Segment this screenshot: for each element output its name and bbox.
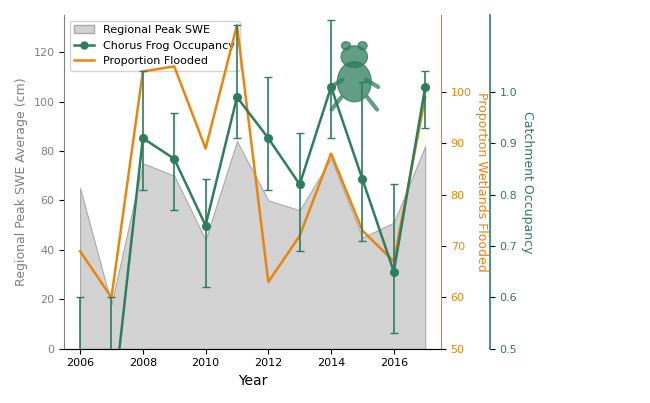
Circle shape (341, 42, 350, 50)
Ellipse shape (337, 62, 371, 102)
Y-axis label: Regional Peak SWE Average (cm): Regional Peak SWE Average (cm) (15, 77, 28, 286)
Y-axis label: Proportion Wetlands Flooded: Proportion Wetlands Flooded (475, 92, 488, 272)
Y-axis label: Catchment Occupancy: Catchment Occupancy (521, 110, 534, 253)
X-axis label: Year: Year (238, 374, 267, 388)
Circle shape (358, 42, 367, 50)
Legend: Regional Peak SWE, Chorus Frog Occupancy, Proportion Flooded: Regional Peak SWE, Chorus Frog Occupancy… (70, 21, 240, 71)
Ellipse shape (341, 46, 367, 68)
